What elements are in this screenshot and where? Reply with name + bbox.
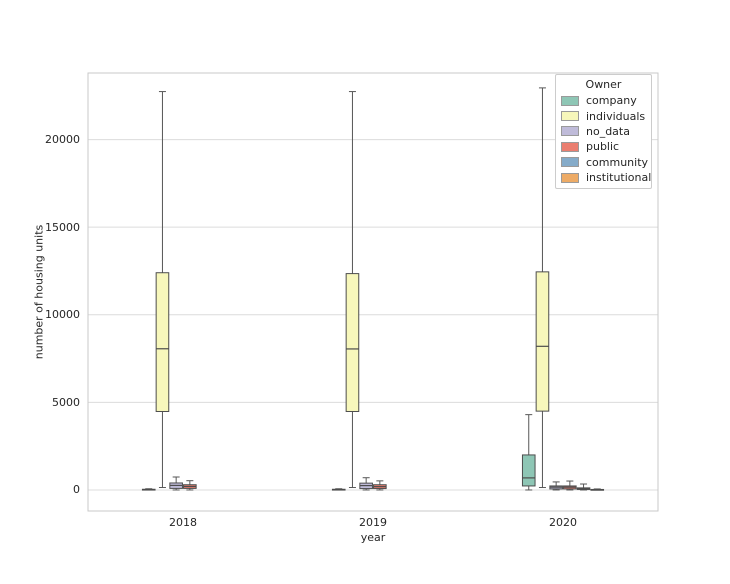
legend-label-no_data: no_data xyxy=(586,124,630,138)
legend-label-community: community xyxy=(586,155,649,169)
box-individuals-2020 xyxy=(535,271,550,412)
y-tick-label-0: 0 xyxy=(73,483,80,496)
box-company-2020 xyxy=(521,454,536,487)
x-tick-label-2018: 2018 xyxy=(169,516,197,529)
legend-swatch-institutional-icon xyxy=(561,172,579,183)
x-tick-label-2019: 2019 xyxy=(359,516,387,529)
legend-swatch-public-icon xyxy=(561,141,579,152)
legend-swatch-community-icon xyxy=(561,157,579,168)
legend-swatch-no_data-icon xyxy=(561,126,579,137)
legend-item-individuals: individuals xyxy=(561,108,646,123)
legend-item-no_data: no_data xyxy=(561,124,646,139)
legend-title: Owner xyxy=(585,78,622,91)
axes-border xyxy=(87,72,659,512)
box-individuals-2018 xyxy=(155,272,170,412)
x-axis-label: year xyxy=(360,531,386,544)
x-tick-label-2020: 2020 xyxy=(549,516,577,529)
legend-swatch-individuals-icon xyxy=(561,111,579,122)
legend-item-institutional: institutional xyxy=(561,170,651,185)
legend-label-company: company xyxy=(586,94,637,108)
legend-item-public: public xyxy=(561,139,646,154)
y-tick-label-20000: 20000 xyxy=(45,133,80,146)
legend-label-institutional: institutional xyxy=(586,171,652,185)
legend: Owner company individuals no_data public… xyxy=(555,74,652,190)
y-tick-label-5000: 5000 xyxy=(52,396,80,409)
y-tick-label-15000: 15000 xyxy=(45,221,80,234)
box-individuals-2019 xyxy=(345,273,360,412)
legend-label-individuals: individuals xyxy=(586,109,646,123)
legend-label-public: public xyxy=(586,140,620,154)
legend-item-community: community xyxy=(561,155,649,170)
legend-swatch-company-icon xyxy=(561,95,579,106)
y-tick-label-10000: 10000 xyxy=(45,308,80,321)
y-axis-label: number of housing units xyxy=(32,224,46,360)
legend-item-company: company xyxy=(561,93,646,108)
